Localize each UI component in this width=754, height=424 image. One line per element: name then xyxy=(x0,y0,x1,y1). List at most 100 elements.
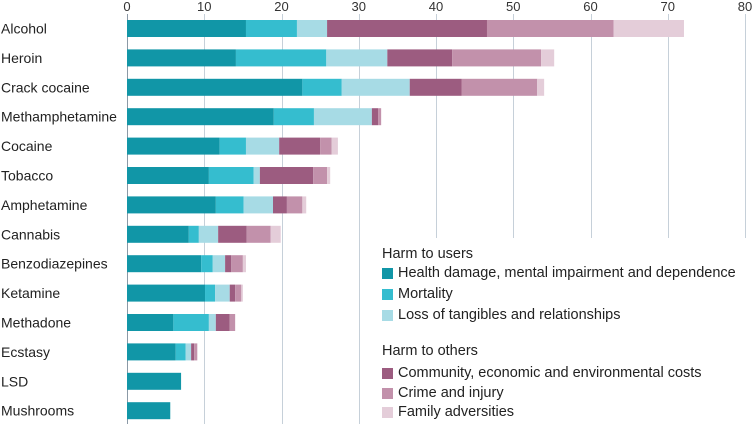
legend: Harm to users Health damage, mental impa… xyxy=(370,238,754,424)
legend-swatch-health-damage xyxy=(382,267,393,279)
category-label-tobacco: Tobacco xyxy=(1,168,53,184)
bar-segment-crack-cocaine-crime-and-injury xyxy=(461,78,538,96)
bar-segment-cannabis-health-damage-mental-impairment-and-dependence xyxy=(127,225,189,243)
bar-segment-ecstasy-mortality xyxy=(175,343,186,361)
bar-segment-mushrooms-health-damage-mental-impairment-and-dependence xyxy=(127,402,171,420)
bar-segment-cannabis-family-adversities xyxy=(270,225,281,243)
bar-ketamine xyxy=(127,284,243,302)
bar-segment-alcohol-health-damage-mental-impairment-and-dependence xyxy=(127,20,246,37)
bar-segment-cannabis-crime-and-injury xyxy=(246,225,271,243)
bar-segment-crack-cocaine-mortality xyxy=(302,78,342,96)
x-tick-label-30: 30 xyxy=(352,0,366,14)
legend-swatch-mortality xyxy=(382,288,393,300)
bar-methamphetamine xyxy=(127,108,382,126)
bar-segment-cannabis-mortality xyxy=(188,225,199,243)
bar-segment-methadone-community-economic-and-environmental-costs xyxy=(215,314,230,331)
bar-segment-heroin-loss-of-tangibles-and-relationships xyxy=(326,49,388,67)
bar-ecstasy xyxy=(127,343,198,361)
category-label-ecstasy: Ecstasy xyxy=(1,344,50,360)
x-tick-label-20: 20 xyxy=(274,0,288,14)
bar-segment-tobacco-community-economic-and-environmental-costs xyxy=(259,167,314,184)
bar-segment-alcohol-loss-of-tangibles-and-relationships xyxy=(296,20,328,37)
category-label-benzodiazepines: Benzodiazepines xyxy=(1,256,108,272)
bar-heroin xyxy=(127,49,555,67)
bar-segment-cocaine-loss-of-tangibles-and-relationships xyxy=(245,137,280,155)
legend-label-mortality: Mortality xyxy=(398,286,453,302)
bar-segment-methamphetamine-crime-and-injury xyxy=(378,108,382,126)
bar-mushrooms xyxy=(127,402,171,420)
bar-segment-ecstasy-community-economic-and-environmental-costs xyxy=(191,343,195,361)
bar-segment-methamphetamine-health-damage-mental-impairment-and-dependence xyxy=(127,108,274,126)
bar-segment-cocaine-mortality xyxy=(219,137,246,155)
bar-lsd xyxy=(127,372,182,390)
bar-segment-tobacco-mortality xyxy=(208,167,254,184)
bar-segment-cocaine-family-adversities xyxy=(331,137,338,155)
bar-segment-ketamine-community-economic-and-environmental-costs xyxy=(229,284,236,302)
x-tick-label-60: 60 xyxy=(583,0,597,14)
bar-segment-heroin-community-economic-and-environmental-costs xyxy=(387,49,453,67)
category-label-cocaine: Cocaine xyxy=(1,138,53,154)
bar-segment-methadone-health-damage-mental-impairment-and-dependence xyxy=(127,314,174,331)
bar-segment-benzodiazepines-family-adversities xyxy=(242,255,246,273)
category-label-mushrooms: Mushrooms xyxy=(1,403,74,419)
bar-segment-heroin-mortality xyxy=(235,49,327,67)
x-axis-tick-labels: 0 10 20 30 40 50 60 70 80 xyxy=(123,0,752,14)
x-tick-label-10: 10 xyxy=(197,0,211,14)
bar-segment-tobacco-loss-of-tangibles-and-relationships xyxy=(253,167,260,184)
x-tick-label-0: 0 xyxy=(123,0,130,14)
bar-segment-benzodiazepines-crime-and-injury xyxy=(231,255,243,273)
bar-segment-methamphetamine-community-economic-and-environmental-costs xyxy=(371,108,379,126)
legend-label-crime-and-injury: Crime and injury xyxy=(398,385,504,401)
bar-segment-crack-cocaine-health-damage-mental-impairment-and-dependence xyxy=(127,78,303,96)
category-labels: Alcohol Heroin Crack cocaine Methamphetamin… xyxy=(1,21,117,419)
legend-swatch-family-adversities xyxy=(382,406,393,418)
bar-segment-benzodiazepines-health-damage-mental-impairment-and-dependence xyxy=(127,255,202,273)
bar-segment-cocaine-crime-and-injury xyxy=(320,137,332,155)
category-label-crack-cocaine: Crack cocaine xyxy=(1,79,90,95)
legend-item-loss-of-tangibles: Loss of tangibles and relationships xyxy=(382,306,620,324)
legend-swatch-loss-of-tangibles xyxy=(382,309,393,321)
category-label-methamphetamine: Methamphetamine xyxy=(1,109,117,125)
bar-segment-ketamine-crime-and-injury xyxy=(235,284,242,302)
legend-label-loss-of-tangibles: Loss of tangibles and relationships xyxy=(398,307,621,323)
legend-item-community-costs: Community, economic and environmental co… xyxy=(382,364,702,382)
bar-amphetamine xyxy=(127,196,307,214)
legend-item-crime-and-injury: Crime and injury xyxy=(382,384,504,402)
bar-segment-heroin-crime-and-injury xyxy=(452,49,542,67)
bar-segment-amphetamine-community-economic-and-environmental-costs xyxy=(273,196,287,214)
category-label-methadone: Methadone xyxy=(1,315,71,331)
bar-crack-cocaine xyxy=(127,78,545,96)
bar-segment-ecstasy-crime-and-injury xyxy=(194,343,198,361)
bar-segment-benzodiazepines-loss-of-tangibles-and-relationships xyxy=(212,255,226,273)
category-label-cannabis: Cannabis xyxy=(1,226,60,242)
bar-segment-alcohol-mortality xyxy=(245,20,297,37)
bars xyxy=(127,20,684,420)
bar-tobacco xyxy=(127,167,331,184)
bar-segment-methadone-loss-of-tangibles-and-relationships xyxy=(208,314,216,331)
legend-item-family-adversities: Family adversities xyxy=(382,403,514,421)
legend-swatch-community-costs xyxy=(382,367,393,379)
legend-label-family-adversities: Family adversities xyxy=(398,404,515,420)
legend-item-mortality: Mortality xyxy=(382,285,453,303)
bar-segment-methamphetamine-loss-of-tangibles-and-relationships xyxy=(313,108,372,126)
bar-segment-cocaine-health-damage-mental-impairment-and-dependence xyxy=(127,137,220,155)
bar-segment-benzodiazepines-community-economic-and-environmental-costs xyxy=(225,255,232,273)
legend-label-community-costs: Community, economic and environmental co… xyxy=(398,365,702,381)
x-tick-label-80: 80 xyxy=(738,0,752,14)
bar-segment-heroin-family-adversities xyxy=(541,49,555,67)
bar-segment-tobacco-crime-and-injury xyxy=(313,167,328,184)
category-label-lsd: LSD xyxy=(1,373,28,389)
bar-segment-amphetamine-crime-and-injury xyxy=(286,196,303,214)
legend-group-title-others: Harm to others xyxy=(382,343,478,359)
bar-segment-ketamine-health-damage-mental-impairment-and-dependence xyxy=(127,284,206,302)
bar-cannabis xyxy=(127,225,281,243)
bar-segment-benzodiazepines-mortality xyxy=(201,255,213,273)
bar-alcohol xyxy=(127,20,684,37)
category-label-alcohol: Alcohol xyxy=(1,21,47,37)
bar-segment-cannabis-community-economic-and-environmental-costs xyxy=(218,225,247,243)
bar-segment-cocaine-community-economic-and-environmental-costs xyxy=(279,137,321,155)
bar-segment-crack-cocaine-loss-of-tangibles-and-relationships xyxy=(341,78,410,96)
legend-label-health-damage: Health damage, mental impairment and dep… xyxy=(398,265,736,281)
bar-segment-ketamine-loss-of-tangibles-and-relationships xyxy=(215,284,230,302)
